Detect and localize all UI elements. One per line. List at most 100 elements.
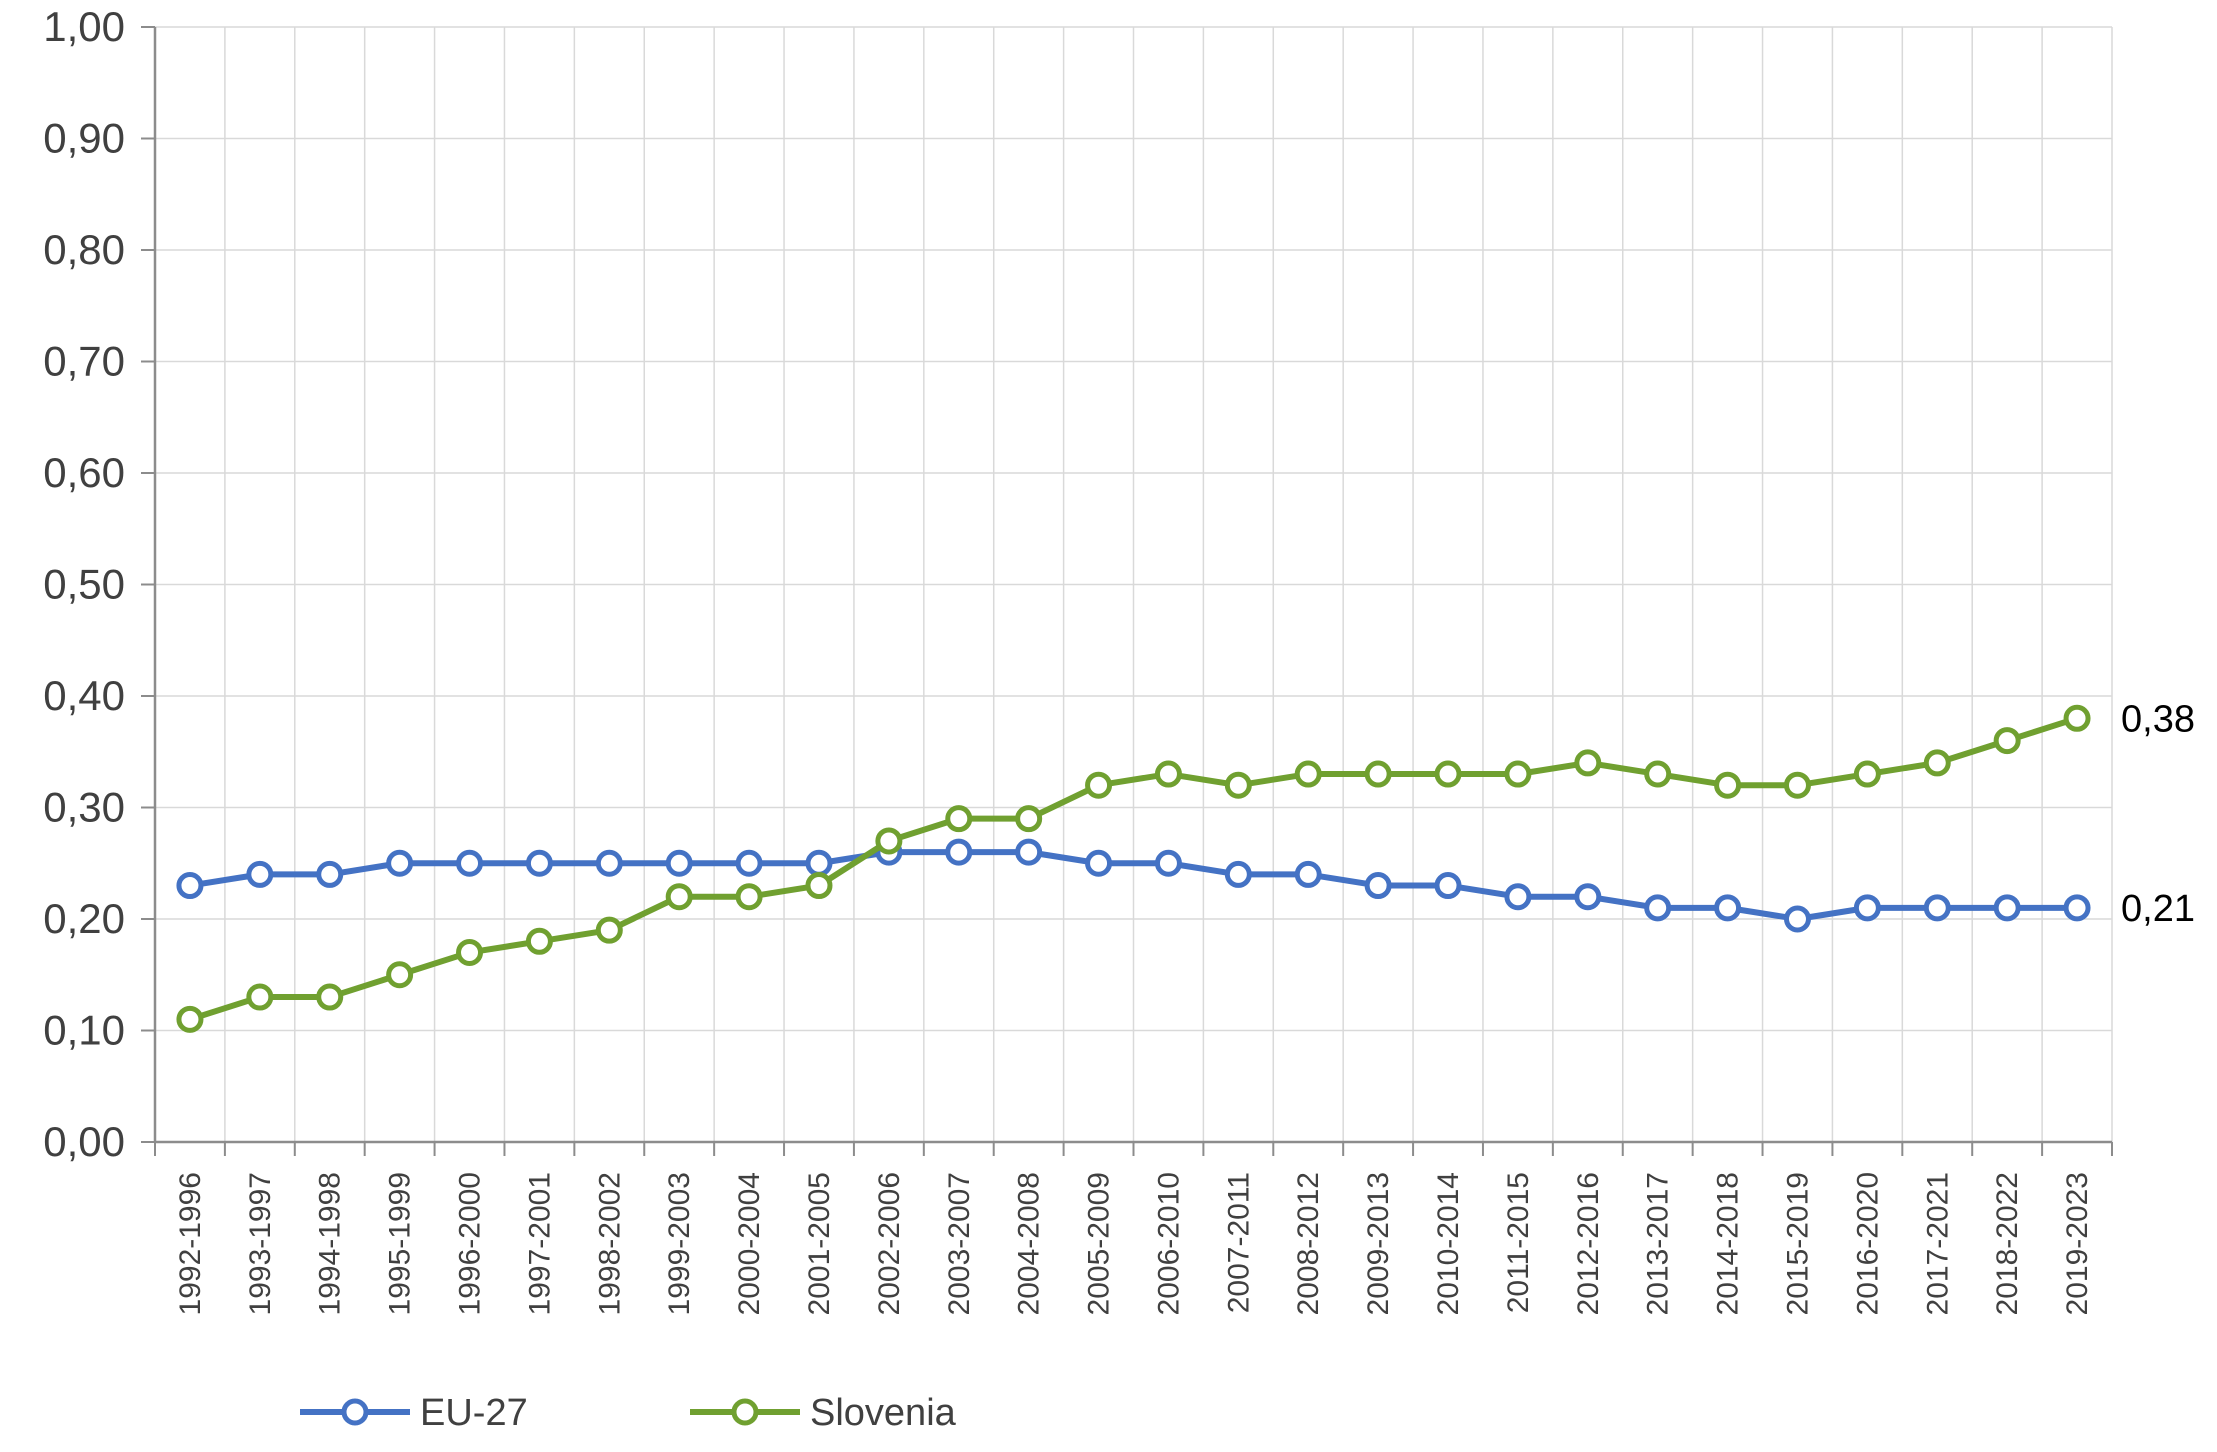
data-point (735, 883, 763, 911)
x-tick-label: 2002-2006 (873, 1172, 906, 1315)
x-tick-label: 2004-2008 (1013, 1172, 1046, 1315)
x-tick-label: 1993-1997 (244, 1172, 277, 1315)
y-tick-label: 0,70 (43, 338, 125, 385)
data-point (595, 849, 623, 877)
x-tick-label: 2000-2004 (733, 1172, 766, 1315)
data-point (875, 827, 903, 855)
data-point (1364, 872, 1392, 900)
data-point (1154, 760, 1182, 788)
series-lines (176, 704, 2091, 1033)
x-tick-label: 2012-2016 (1572, 1172, 1605, 1315)
x-tick-label: 2013-2017 (1642, 1172, 1675, 1315)
x-tick-label: 2001-2005 (803, 1172, 836, 1315)
data-point (456, 938, 484, 966)
data-point (525, 849, 553, 877)
data-point (1574, 749, 1602, 777)
data-point (1434, 872, 1462, 900)
data-point (456, 849, 484, 877)
gridlines (155, 26, 2113, 1142)
x-tick-label: 1999-2003 (663, 1172, 696, 1315)
data-point (176, 1005, 204, 1033)
data-point (1993, 727, 2021, 755)
x-tick-label: 1992-1996 (174, 1172, 207, 1315)
x-tick-label: 2008-2012 (1292, 1172, 1325, 1315)
data-point (525, 927, 553, 955)
data-point (1434, 760, 1462, 788)
data-point (246, 860, 274, 888)
data-point (386, 961, 414, 989)
data-point (1364, 760, 1392, 788)
data-point (1294, 760, 1322, 788)
data-point (1714, 771, 1742, 799)
y-tick-label: 0,60 (43, 449, 125, 496)
data-point (1085, 849, 1113, 877)
data-point (665, 849, 693, 877)
legend: EU-27 Slovenia (300, 1392, 957, 1434)
data-label: 0,38 (2121, 698, 2195, 740)
y-tick-label: 0,50 (43, 561, 125, 608)
data-point (246, 983, 274, 1011)
legend-marker (341, 1398, 369, 1426)
x-tick-label: 2019-2023 (2061, 1172, 2094, 1315)
data-point (2063, 704, 2091, 732)
data-point (945, 805, 973, 833)
data-point (1993, 894, 2021, 922)
x-tick-label: 2011-2015 (1502, 1172, 1535, 1313)
data-point (386, 849, 414, 877)
x-tick-label: 1994-1998 (314, 1172, 347, 1315)
data-point (2063, 894, 2091, 922)
data-point (1294, 860, 1322, 888)
x-tick-label: 1996-2000 (454, 1172, 487, 1315)
data-point (1015, 838, 1043, 866)
data-point (945, 838, 973, 866)
data-point (1085, 771, 1113, 799)
y-tick-label: 0,40 (43, 672, 125, 719)
x-tick-label: 2005-2009 (1083, 1172, 1116, 1315)
data-point (1853, 894, 1881, 922)
x-tick-label: 2015-2019 (1781, 1172, 1814, 1315)
tick-labels: 0,00 0,10 0,20 0,30 0,40 0,50 0,60 0,70 0,80 0,90… (43, 3, 2195, 1315)
data-point (1154, 849, 1182, 877)
data-point (1644, 760, 1672, 788)
y-tick-label: 0,80 (43, 226, 125, 273)
data-point (595, 916, 623, 944)
x-tick-label: 2006-2010 (1152, 1172, 1185, 1315)
axes (141, 26, 2113, 1156)
y-tick-label: 1,00 (43, 3, 125, 50)
data-point (1853, 760, 1881, 788)
x-tick-label: 2003-2007 (943, 1172, 976, 1315)
x-tick-label: 2018-2022 (1991, 1172, 2024, 1315)
x-tick-label: 2016-2020 (1851, 1172, 1884, 1315)
y-tick-label: 0,00 (43, 1118, 125, 1165)
data-point (1224, 860, 1252, 888)
y-tick-label: 0,10 (43, 1007, 125, 1054)
series-line-eu-27 (189, 849, 2078, 922)
data-point (735, 849, 763, 877)
legend-marker (731, 1398, 759, 1426)
data-point (1015, 805, 1043, 833)
data-point (1574, 883, 1602, 911)
data-point (316, 983, 344, 1011)
data-point (1783, 771, 1811, 799)
x-tick-label: 2009-2013 (1362, 1172, 1395, 1315)
x-tick-label: 2014-2018 (1712, 1172, 1745, 1315)
data-point (1644, 894, 1672, 922)
data-point (805, 849, 833, 877)
x-tick-label: 1997-2001 (523, 1172, 556, 1315)
data-point (1923, 749, 1951, 777)
data-point (1504, 883, 1532, 911)
data-point (1923, 894, 1951, 922)
y-tick-label: 0,90 (43, 115, 125, 162)
legend-label: Slovenia (810, 1392, 957, 1434)
series-line-slovenia (189, 715, 2078, 1023)
x-tick-label: 1995-1999 (384, 1172, 417, 1315)
y-tick-label: 0,30 (43, 784, 125, 831)
x-tick-label: 2007-2011 (1222, 1172, 1255, 1313)
x-tick-label: 2010-2014 (1432, 1172, 1465, 1315)
x-tick-label: 1998-2002 (593, 1172, 626, 1315)
data-point (1224, 771, 1252, 799)
data-point (805, 872, 833, 900)
legend-label: EU-27 (420, 1392, 528, 1434)
